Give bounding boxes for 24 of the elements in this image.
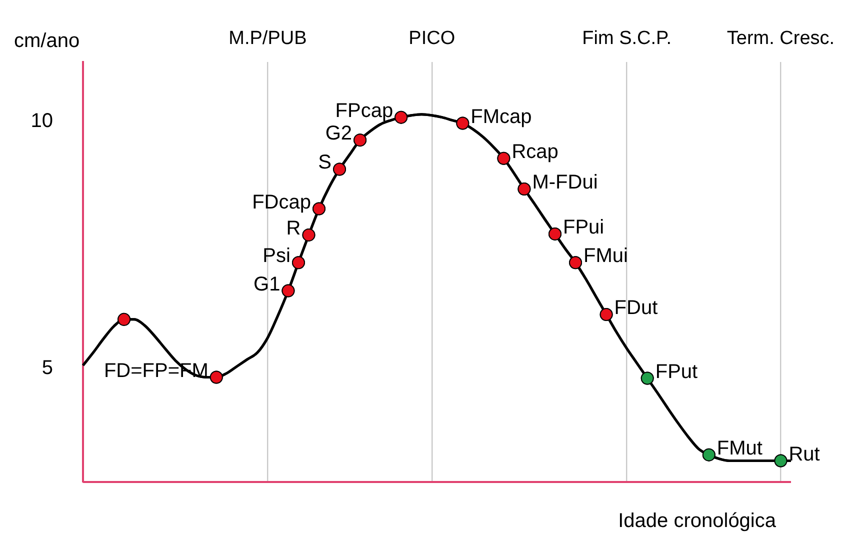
y-tick-label: 5 (42, 356, 53, 379)
data-label: FDcap (252, 191, 311, 214)
data-label: FMui (584, 245, 628, 268)
data-label: G1 (254, 273, 280, 296)
data-label: Rcap (512, 140, 558, 163)
data-label: Rut (788, 443, 820, 466)
y-tick-label: 10 (30, 110, 53, 132)
x-tick-label: M.P/PUB (228, 28, 307, 49)
data-label: FMut (716, 437, 763, 460)
data-label: R (286, 217, 301, 240)
data-label: FDut (614, 297, 658, 320)
data-label: FPut (655, 360, 698, 383)
data-label: FMcap (470, 106, 532, 128)
x-tick-label: Term. Cresc. (726, 28, 835, 49)
data-label: FPcap (335, 100, 394, 122)
data-label: M-FDui (532, 172, 598, 194)
data-label: FPui (563, 216, 604, 238)
data-label: G2 (325, 122, 352, 145)
data-label: Psi (262, 245, 290, 268)
x-axis-title: Idade cronológica (618, 510, 777, 532)
y-axis-title: cm/ano (14, 30, 80, 52)
x-tick-label: PICO (408, 28, 456, 49)
x-tick-label: Fim S.C.P. (582, 28, 672, 49)
data-label: S (318, 152, 332, 174)
